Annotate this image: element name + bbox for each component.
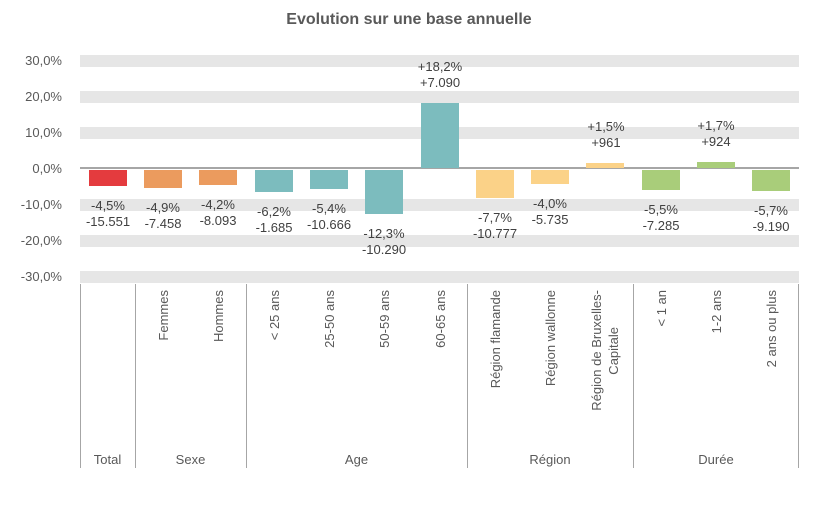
value-pct: -6,2% <box>257 204 291 219</box>
y-axis-tick-label: -30,0% <box>20 269 62 284</box>
gridline-band <box>80 271 799 283</box>
value-abs: +961 <box>591 135 621 150</box>
value-label-region-wallonne: -4,0% -5.735 <box>508 196 592 228</box>
y-axis-tick-label: 20,0% <box>25 89 62 104</box>
category-label-text: Région wallonne <box>542 290 558 387</box>
gridline-band <box>80 199 799 211</box>
axis-divider <box>798 284 799 468</box>
gridline-band <box>80 91 799 103</box>
value-label-duree-under-1-an: -5,5% -7.285 <box>619 202 703 234</box>
value-label-duree-1-2-ans: +1,7% +924 <box>674 118 758 150</box>
value-pct: -5,7% <box>754 203 788 218</box>
value-abs: -7.285 <box>642 218 680 233</box>
value-pct: +18,2% <box>417 59 463 74</box>
bar-region-bruxelles <box>586 163 624 168</box>
bar-duree-under-1-an <box>642 170 680 190</box>
value-pct: -4,5% <box>91 198 125 213</box>
value-label-duree-2-ans-plus: -5,7% -9.190 <box>729 203 813 235</box>
y-axis-tick-label: 0,0% <box>32 161 62 176</box>
gridline-band <box>80 55 799 67</box>
value-pct: -4,2% <box>201 197 235 212</box>
value-label-age-60-65: +18,2% +7.090 <box>398 59 482 91</box>
value-pct: +1,5% <box>587 119 625 134</box>
bar-femmes <box>144 170 182 188</box>
category-label-text: 60-65 ans <box>432 290 448 348</box>
value-abs: -15.551 <box>85 214 131 229</box>
category-label-text: 25-50 ans <box>321 290 337 348</box>
axis-divider <box>246 284 247 468</box>
category-label-text: 2 ans ou plus <box>763 290 779 368</box>
value-label-age-50-59: -12,3% -10.290 <box>342 226 426 258</box>
category-label-text: < 1 an <box>653 290 669 327</box>
value-abs: -8.093 <box>199 213 237 228</box>
axis-divider <box>633 284 634 468</box>
group-label-sexe: Sexe <box>175 452 206 467</box>
value-abs: +924 <box>701 134 731 149</box>
category-label-text: 1-2 ans <box>708 290 724 334</box>
value-label-hommes: -4,2% -8.093 <box>176 197 260 229</box>
value-abs: -10.290 <box>361 242 407 257</box>
bar-region-flamande <box>476 170 514 198</box>
gridline-band <box>80 235 799 247</box>
y-axis-tick-label: -20,0% <box>20 233 62 248</box>
bar-age-60-65 <box>421 103 459 168</box>
value-label-region-bruxelles: +1,5% +961 <box>564 119 648 151</box>
category-label-text: < 25 ans <box>266 290 282 341</box>
bar-hommes <box>199 170 237 185</box>
value-pct: -5,4% <box>312 201 346 216</box>
category-label-text: 50-59 ans <box>376 290 392 348</box>
zero-baseline <box>80 167 799 169</box>
value-label-femmes: -4,9% -7.458 <box>121 200 205 232</box>
bar-duree-2-ans-plus <box>752 170 790 191</box>
value-abs: -10.666 <box>306 217 352 232</box>
value-abs: -10.777 <box>472 226 518 241</box>
value-label-age-under-25: -6,2% -1.685 <box>232 204 316 236</box>
bar-region-wallonne <box>531 170 569 184</box>
bar-age-25-50 <box>310 170 348 189</box>
value-pct: -7,7% <box>478 210 512 225</box>
y-axis-tick-label: 10,0% <box>25 125 62 140</box>
value-pct: -4,9% <box>146 200 180 215</box>
axis-divider <box>135 284 136 468</box>
chart-title: Evolution sur une base annuelle <box>286 11 532 28</box>
value-label-age-25-50: -5,4% -10.666 <box>287 201 371 233</box>
value-abs: -7.458 <box>144 216 182 231</box>
value-abs: -9.190 <box>752 219 790 234</box>
group-label-region: Région <box>529 452 571 467</box>
y-axis-tick-label: -10,0% <box>20 197 62 212</box>
value-pct: -12,3% <box>363 226 405 241</box>
bar-duree-1-2-ans <box>697 162 735 168</box>
bar-total <box>89 170 127 186</box>
value-label-total: -4,5% -15.551 <box>66 198 150 230</box>
category-label-text: Région flamande <box>487 290 503 389</box>
value-label-region-flamande: -7,7% -10.777 <box>453 210 537 242</box>
value-abs: -1.685 <box>255 220 293 235</box>
axis-divider <box>467 284 468 468</box>
axis-divider <box>80 284 81 468</box>
value-abs: -5.735 <box>531 212 569 227</box>
group-label-total: Total <box>93 452 122 467</box>
bar-age-under-25 <box>255 170 293 192</box>
y-axis-tick-label: 30,0% <box>25 53 62 68</box>
bar-age-50-59 <box>365 170 403 214</box>
value-pct: +1,7% <box>697 118 735 133</box>
category-label-text: Région de Bruxelles- Capitale <box>589 290 621 411</box>
category-label-text: Femmes <box>155 290 171 341</box>
value-pct: -5,5% <box>644 202 678 217</box>
value-pct: -4,0% <box>533 196 567 211</box>
group-label-age: Age <box>344 452 369 467</box>
group-label-duree: Durée <box>698 452 734 467</box>
value-abs: +7.090 <box>419 75 461 90</box>
category-label-text: Hommes <box>210 290 226 343</box>
